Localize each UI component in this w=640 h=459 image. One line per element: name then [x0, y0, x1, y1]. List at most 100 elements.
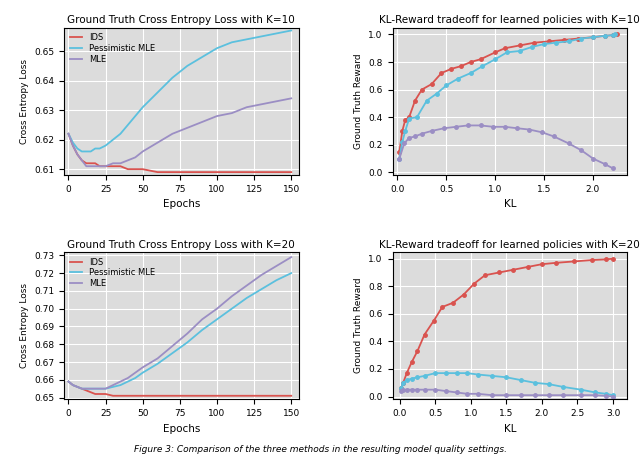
Pessimistic MLE [540, 41, 548, 47]
Pessimistic MLE [131, 113, 139, 119]
MLE [96, 163, 104, 169]
Pessimistic MLE [442, 83, 450, 88]
IDS [602, 257, 610, 262]
Pessimistic MLE [545, 381, 553, 387]
Pessimistic MLE [577, 387, 585, 392]
IDS [273, 169, 280, 175]
MLE [87, 163, 95, 169]
IDS [184, 393, 191, 398]
X-axis label: KL: KL [504, 424, 516, 434]
Pessimistic MLE [463, 370, 471, 376]
Pessimistic MLE [612, 32, 620, 37]
IDS [131, 393, 139, 398]
Pessimistic MLE [405, 116, 413, 121]
IDS [102, 391, 109, 397]
Pessimistic MLE [87, 149, 95, 154]
MLE [397, 388, 405, 394]
MLE [413, 387, 421, 392]
MLE [577, 147, 585, 153]
Pessimistic MLE [78, 149, 86, 154]
MLE [405, 135, 413, 140]
MLE [559, 392, 567, 398]
Y-axis label: Ground Truth Reward: Ground Truth Reward [354, 278, 363, 373]
Line: Pessimistic MLE: Pessimistic MLE [68, 30, 291, 151]
Pessimistic MLE [198, 54, 206, 60]
IDS [457, 63, 465, 69]
Line: MLE: MLE [68, 98, 291, 166]
Pessimistic MLE [413, 375, 421, 380]
IDS [481, 273, 489, 278]
MLE [428, 128, 435, 134]
IDS [139, 167, 147, 172]
Pessimistic MLE [102, 143, 109, 148]
IDS [87, 390, 95, 395]
MLE [538, 129, 546, 135]
IDS [258, 393, 266, 398]
Pessimistic MLE [69, 140, 77, 146]
IDS [92, 161, 99, 166]
IDS [408, 359, 415, 365]
IDS [447, 66, 455, 72]
MLE [531, 392, 539, 398]
Pessimistic MLE [131, 375, 139, 381]
MLE [408, 387, 415, 392]
IDS [609, 33, 616, 38]
Pessimistic MLE [154, 361, 161, 367]
Pessimistic MLE [92, 146, 99, 151]
IDS [154, 169, 161, 175]
Pessimistic MLE [168, 75, 176, 80]
MLE [287, 95, 295, 101]
Pessimistic MLE [503, 50, 511, 55]
IDS [124, 393, 132, 398]
Pessimistic MLE [287, 270, 295, 276]
Pessimistic MLE [258, 34, 266, 39]
MLE [124, 157, 132, 163]
Pessimistic MLE [154, 90, 161, 95]
IDS [78, 157, 86, 163]
IDS [588, 257, 595, 263]
MLE [184, 125, 191, 131]
IDS [470, 281, 478, 286]
Pessimistic MLE [184, 340, 191, 345]
IDS [589, 34, 597, 40]
Line: IDS: IDS [397, 33, 619, 153]
MLE [477, 123, 484, 128]
MLE [69, 382, 77, 388]
IDS [420, 332, 428, 337]
MLE [116, 379, 124, 384]
MLE [273, 99, 280, 104]
MLE [102, 163, 109, 169]
Pessimistic MLE [83, 149, 90, 154]
MLE [102, 386, 109, 392]
MLE [411, 134, 419, 139]
MLE [589, 156, 597, 161]
IDS [430, 318, 438, 324]
Legend: IDS, Pessimistic MLE, MLE: IDS, Pessimistic MLE, MLE [68, 256, 157, 290]
MLE [396, 156, 403, 161]
Title: Ground Truth Cross Entropy Loss with K=20: Ground Truth Cross Entropy Loss with K=2… [67, 240, 295, 250]
X-axis label: Epochs: Epochs [163, 424, 200, 434]
Pessimistic MLE [502, 375, 510, 380]
IDS [96, 163, 104, 169]
MLE [420, 387, 428, 392]
Pessimistic MLE [591, 390, 599, 395]
IDS [74, 151, 81, 157]
IDS [287, 169, 295, 175]
MLE [399, 387, 407, 392]
MLE [431, 387, 439, 392]
Line: Pessimistic MLE: Pessimistic MLE [68, 273, 291, 389]
IDS [449, 300, 457, 306]
Pessimistic MLE [609, 33, 616, 38]
MLE [168, 343, 176, 349]
Pessimistic MLE [529, 44, 536, 50]
Pessimistic MLE [420, 373, 428, 379]
Line: MLE: MLE [397, 124, 614, 170]
IDS [287, 393, 295, 398]
Pessimistic MLE [69, 382, 77, 388]
Pessimistic MLE [83, 386, 90, 392]
MLE [591, 392, 599, 398]
IDS [516, 43, 524, 48]
IDS [243, 169, 250, 175]
IDS [69, 382, 77, 388]
MLE [602, 393, 610, 398]
